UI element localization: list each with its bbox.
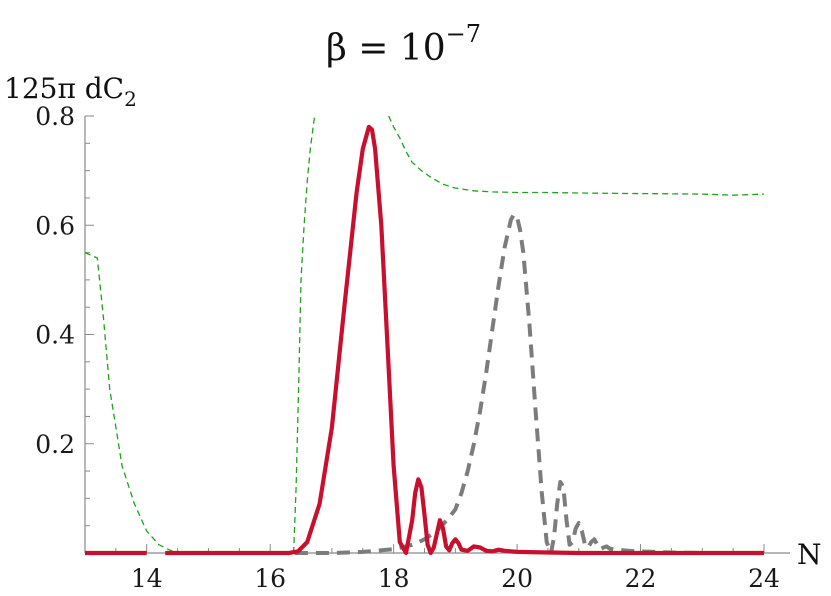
x-tick-label: 14: [131, 564, 163, 593]
y-tick-label: 0.4: [35, 321, 75, 350]
svg-text:β = 10−7: β = 10−7: [326, 20, 481, 69]
x-tick-label: 24: [748, 564, 780, 593]
y-tick-label: 0.2: [35, 430, 75, 459]
x-axis-label: N: [797, 538, 822, 571]
title-text: β = 10: [326, 28, 446, 69]
y-axis-label-subscript: 2: [124, 87, 137, 111]
series-0-line: [292, 115, 316, 554]
series-layer: [84, 115, 765, 556]
y-axis-label-text: 125π dC: [4, 72, 124, 105]
series-2-line: [165, 124, 764, 556]
y-tick-label: 0.6: [35, 211, 75, 240]
series-1-line: [294, 212, 764, 555]
x-tick-label: 16: [254, 564, 286, 593]
axis-ticks: 14 16 18 20 22 24 0.2 0.4 0.6 0.8: [35, 102, 780, 593]
series-0-line: [84, 252, 294, 554]
title-exponent: −7: [446, 20, 481, 48]
svg-text:125π dC2: 125π dC2: [4, 72, 137, 111]
x-tick-label: 18: [378, 564, 410, 593]
x-tick-label: 22: [625, 564, 657, 593]
y-axis-label: 125π dC2: [4, 72, 137, 111]
y-tick-label: 0.8: [35, 102, 75, 131]
x-tick-label: 20: [501, 564, 533, 593]
series-0-line: [388, 115, 765, 196]
chart-title: β = 10−7: [326, 20, 481, 69]
